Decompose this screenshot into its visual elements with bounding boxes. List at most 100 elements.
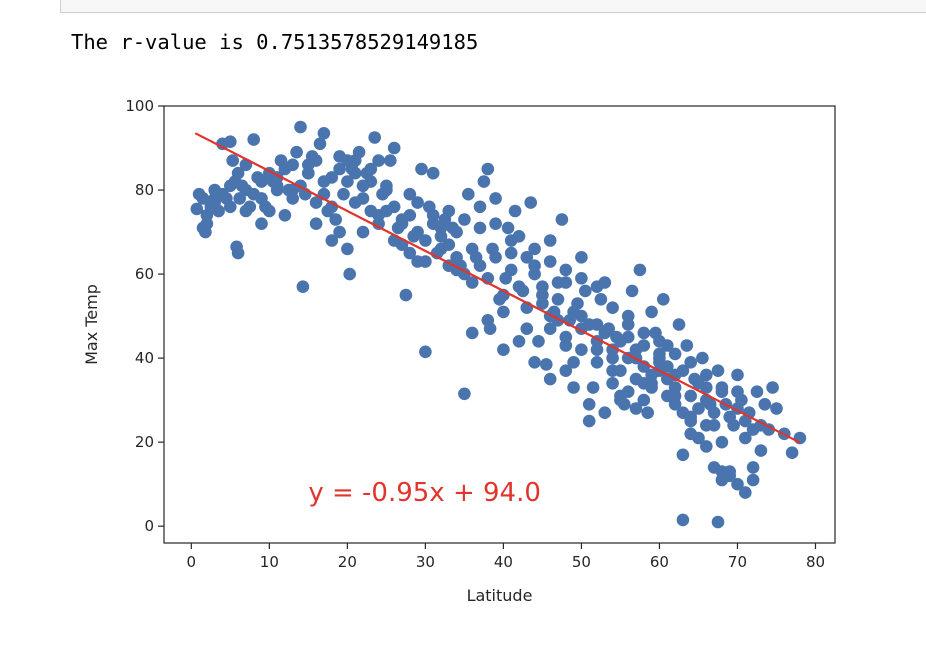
data-point bbox=[559, 263, 573, 277]
data-point bbox=[504, 234, 518, 247]
x-tick-label: 10 bbox=[260, 553, 279, 571]
data-point bbox=[243, 200, 257, 214]
data-point bbox=[629, 402, 643, 415]
data-point bbox=[504, 263, 518, 277]
data-point bbox=[387, 141, 401, 155]
data-point bbox=[731, 385, 744, 399]
data-point bbox=[296, 280, 310, 294]
y-tick-label: 20 bbox=[135, 433, 154, 451]
data-point bbox=[465, 276, 479, 289]
data-point bbox=[758, 398, 772, 411]
x-tick-label: 60 bbox=[650, 553, 669, 571]
data-point bbox=[524, 196, 537, 209]
data-point bbox=[419, 345, 432, 359]
data-point bbox=[700, 440, 713, 453]
data-point bbox=[637, 339, 651, 352]
data-point bbox=[255, 175, 268, 188]
data-point bbox=[590, 356, 604, 369]
data-point bbox=[247, 133, 260, 146]
data-point bbox=[536, 280, 549, 294]
data-point bbox=[621, 318, 635, 331]
data-point bbox=[567, 381, 580, 394]
data-point bbox=[465, 326, 479, 340]
data-point bbox=[739, 414, 752, 428]
y-tick-label: 100 bbox=[125, 97, 154, 115]
data-point bbox=[368, 131, 382, 144]
data-point bbox=[543, 322, 557, 336]
data-point bbox=[419, 255, 432, 268]
data-point bbox=[528, 356, 541, 369]
data-point bbox=[341, 175, 354, 188]
data-point bbox=[399, 288, 413, 302]
data-point bbox=[329, 213, 343, 226]
data-point bbox=[715, 465, 729, 478]
x-tick-label: 80 bbox=[806, 553, 825, 571]
data-point bbox=[255, 217, 268, 230]
data-point bbox=[190, 202, 204, 216]
data-point bbox=[364, 175, 378, 188]
data-point bbox=[520, 250, 534, 264]
data-point bbox=[676, 364, 690, 378]
data-point bbox=[598, 406, 612, 420]
data-point bbox=[575, 343, 588, 357]
data-point bbox=[606, 377, 619, 390]
data-point bbox=[302, 166, 315, 180]
data-point bbox=[434, 242, 448, 256]
data-point bbox=[621, 330, 635, 344]
data-point bbox=[450, 225, 463, 239]
data-point bbox=[637, 326, 651, 340]
data-point bbox=[746, 473, 760, 487]
data-point bbox=[676, 448, 690, 462]
data-point bbox=[337, 187, 350, 201]
data-point bbox=[637, 393, 651, 407]
data-point bbox=[313, 137, 327, 151]
data-point bbox=[473, 221, 487, 235]
data-point bbox=[575, 309, 588, 323]
data-point bbox=[497, 343, 510, 357]
data-point bbox=[711, 515, 725, 529]
data-point bbox=[372, 154, 385, 167]
data-point bbox=[504, 246, 518, 260]
data-point bbox=[477, 175, 491, 188]
y-tick-label: 40 bbox=[135, 349, 154, 367]
data-point bbox=[700, 419, 713, 432]
data-point bbox=[224, 200, 237, 214]
data-point bbox=[341, 242, 354, 256]
data-point bbox=[384, 154, 397, 167]
x-axis-label: Latitude bbox=[467, 586, 533, 605]
data-point bbox=[231, 246, 245, 260]
data-point bbox=[278, 162, 292, 176]
data-point bbox=[489, 192, 502, 205]
y-tick-label: 80 bbox=[135, 181, 154, 199]
x-tick-label: 20 bbox=[338, 553, 357, 571]
data-point bbox=[614, 393, 627, 407]
data-point bbox=[582, 398, 596, 411]
data-point bbox=[680, 339, 694, 352]
x-axis: 0 10 20 30 40 50 60 70 80 bbox=[187, 543, 825, 571]
data-point bbox=[559, 276, 573, 289]
data-point bbox=[625, 284, 639, 298]
data-point bbox=[395, 213, 409, 226]
data-point bbox=[766, 381, 779, 394]
data-point bbox=[473, 200, 487, 214]
data-point bbox=[540, 358, 553, 371]
data-point bbox=[489, 217, 502, 230]
data-point bbox=[239, 183, 253, 197]
data-point bbox=[653, 347, 666, 361]
data-point bbox=[411, 225, 424, 239]
data-point bbox=[356, 192, 370, 205]
data-point bbox=[621, 385, 635, 399]
x-tick-label: 0 bbox=[187, 553, 197, 571]
data-point bbox=[711, 364, 725, 378]
data-point bbox=[715, 435, 729, 449]
data-point bbox=[333, 162, 346, 176]
data-point bbox=[224, 179, 237, 193]
data-point bbox=[196, 221, 210, 235]
data-point bbox=[290, 145, 303, 159]
data-point bbox=[590, 318, 604, 331]
data-point bbox=[325, 234, 339, 247]
data-point bbox=[746, 461, 760, 474]
data-point bbox=[473, 259, 487, 273]
data-point bbox=[333, 225, 346, 239]
